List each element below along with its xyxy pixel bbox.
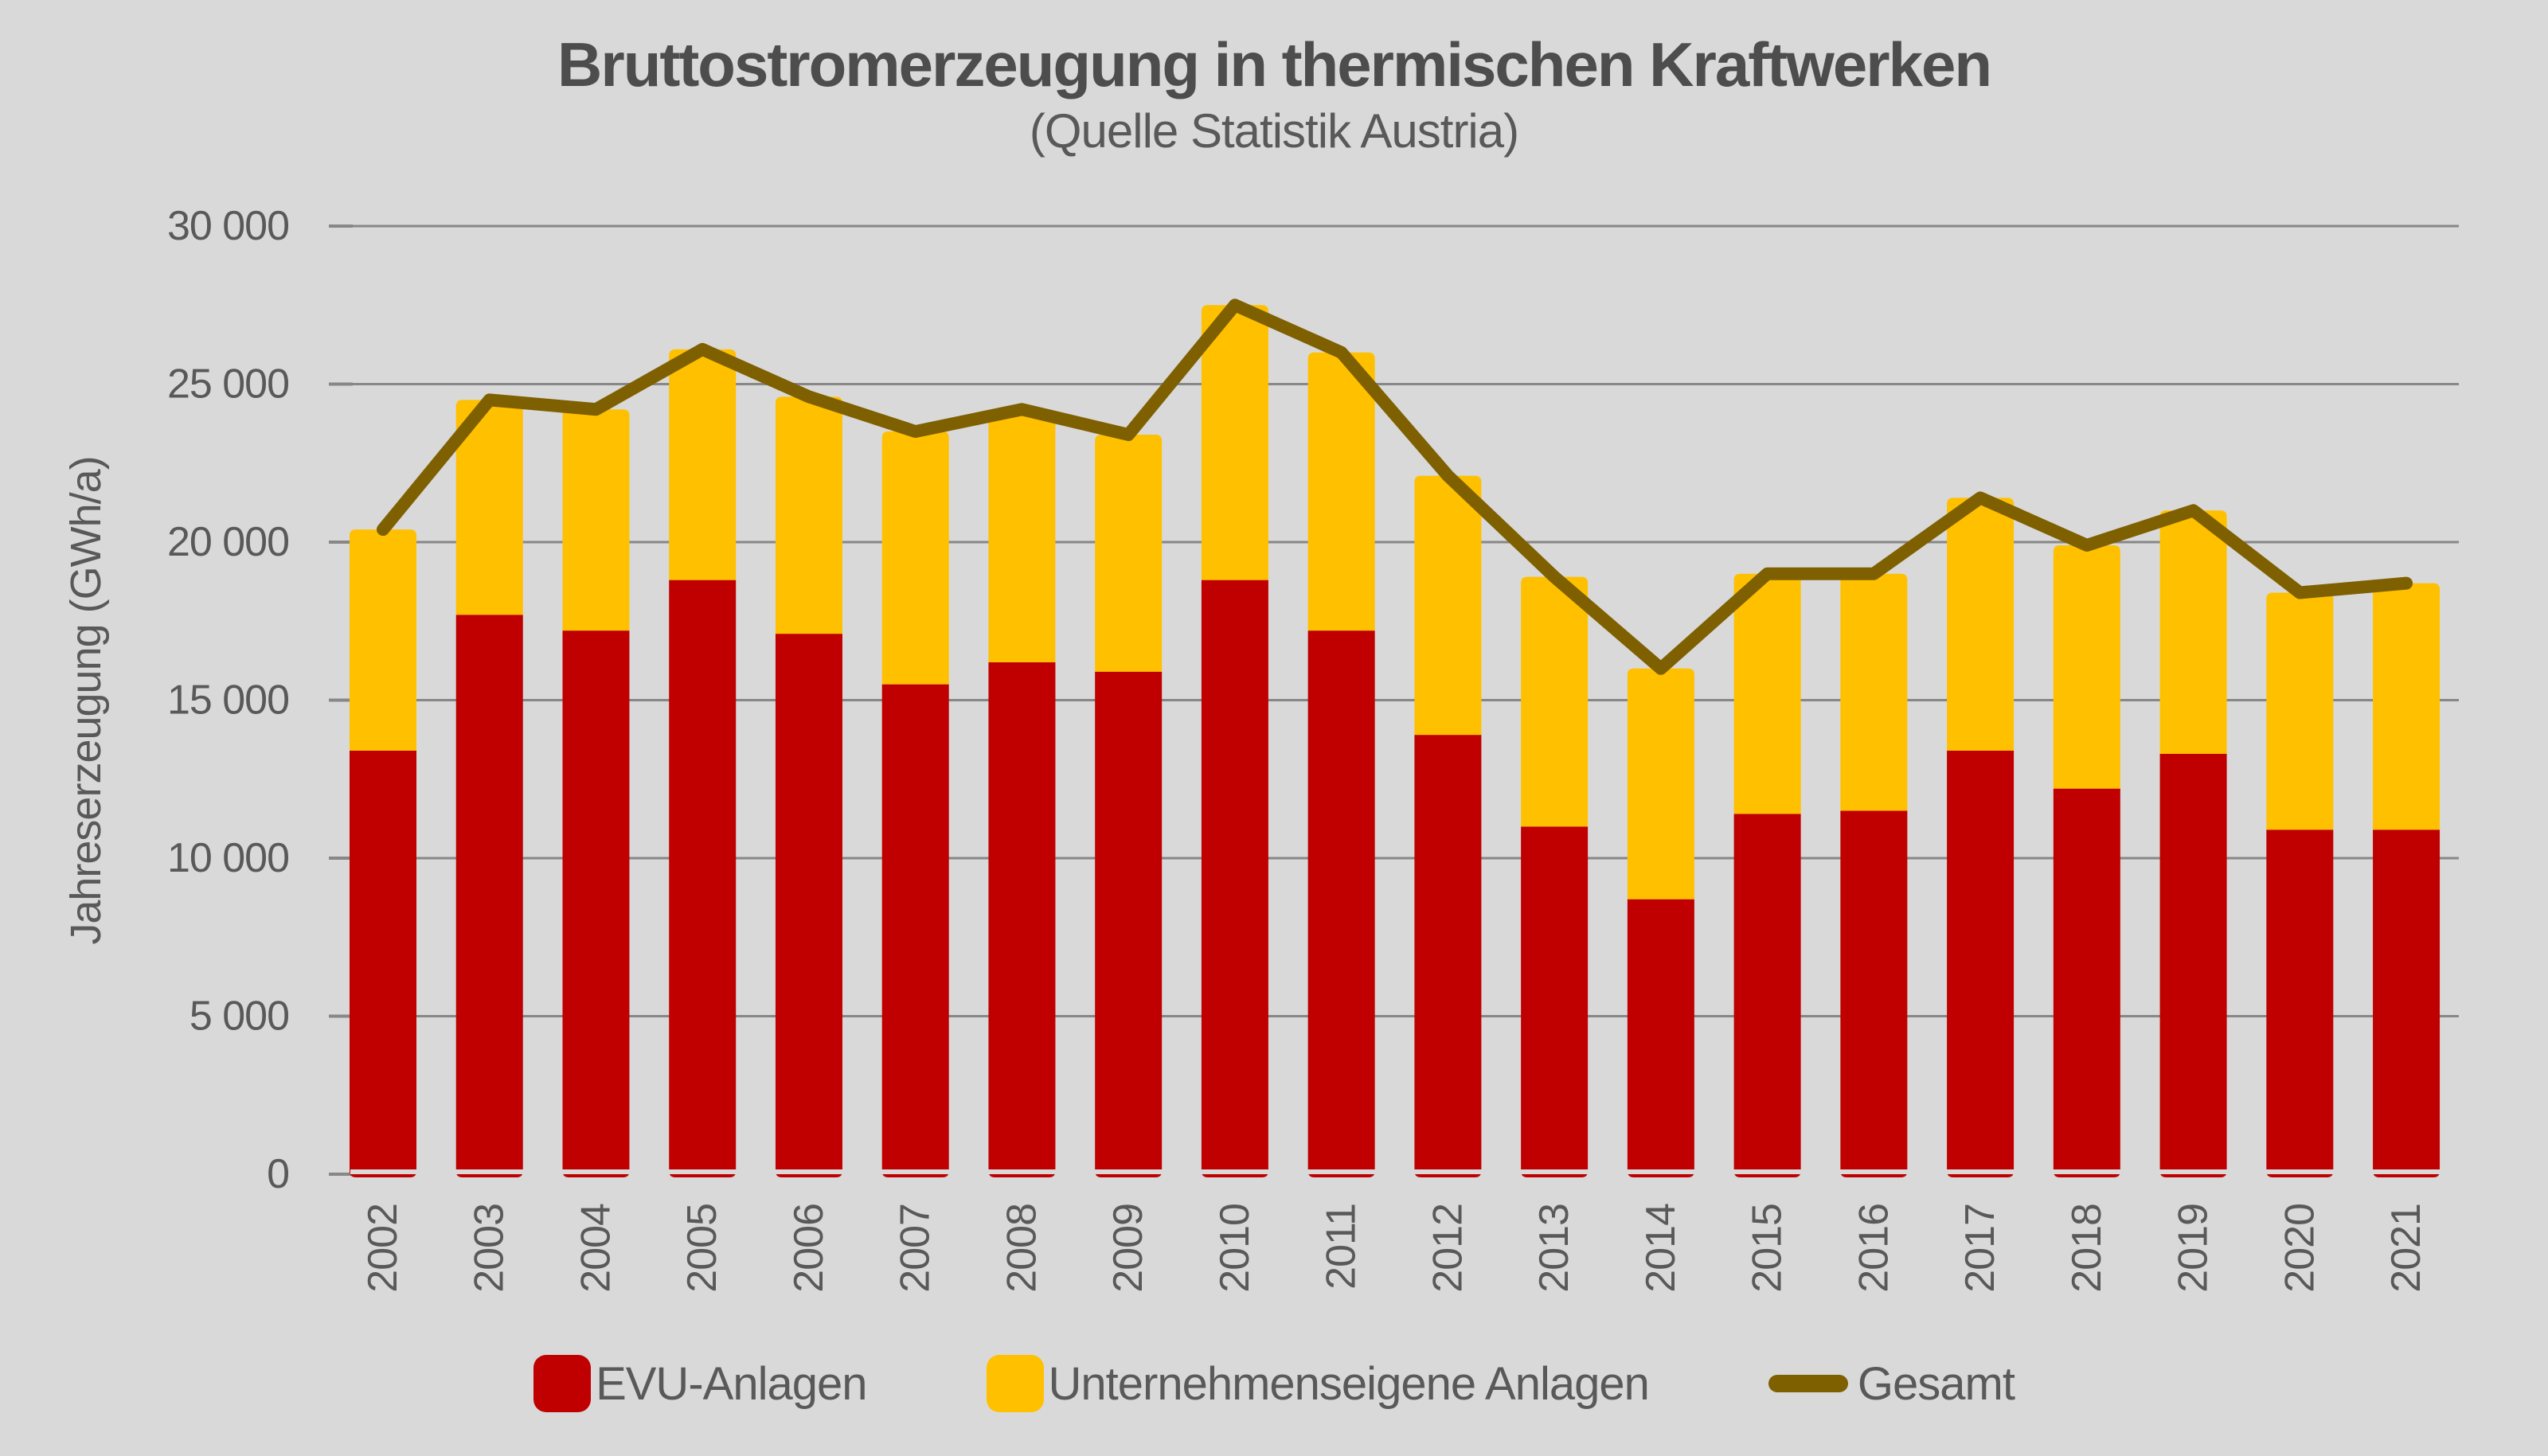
x-tick-label-2015: 2015 <box>1745 1204 1791 1293</box>
evu-swatch-icon <box>533 1355 592 1412</box>
x-tick-label-2006: 2006 <box>786 1204 832 1293</box>
eigene-bar-2003 <box>455 400 523 615</box>
eigene-bar-2006 <box>775 396 842 634</box>
x-tick-label-2021: 2021 <box>2383 1204 2429 1293</box>
x-tick-label-2008: 2008 <box>998 1204 1045 1293</box>
evu-bar-2009 <box>1095 671 1163 1177</box>
evu-bar-2003 <box>455 615 523 1177</box>
x-tick-label-2002: 2002 <box>360 1204 406 1293</box>
evu-bar-2005 <box>669 580 737 1177</box>
x-tick-label-2019: 2019 <box>2171 1204 2217 1293</box>
x-tick-label-2004: 2004 <box>573 1204 619 1293</box>
chart-title: Bruttostromerzeugung in thermischen Kraf… <box>557 29 1992 100</box>
x-tick-label-2017: 2017 <box>1957 1204 2003 1293</box>
evu-bar-2020 <box>2266 829 2334 1177</box>
y-tick-15000 <box>329 698 353 702</box>
eigene-bar-2010 <box>1201 305 1268 580</box>
eigene-bar-2007 <box>881 431 949 685</box>
legend-label-gesamt: Gesamt <box>1857 1357 2015 1410</box>
evu-bar-2019 <box>2159 753 2227 1177</box>
y-tick-20000 <box>329 541 353 544</box>
legend-item-eigene: Unternehmenseigene Anlagen <box>986 1355 1650 1412</box>
eigene-bar-2018 <box>2053 545 2120 789</box>
eigene-bar-2012 <box>1414 475 1482 736</box>
evu-bar-2014 <box>1627 899 1694 1177</box>
x-tick-label-2012: 2012 <box>1424 1204 1471 1293</box>
x-tick-label-2020: 2020 <box>2276 1204 2323 1293</box>
eigene-bar-2015 <box>1733 573 1801 814</box>
y-tick-0 <box>329 1173 353 1176</box>
eigene-bar-2004 <box>562 409 630 631</box>
evu-bar-2017 <box>1947 751 2015 1177</box>
x-tick-label-2014: 2014 <box>1638 1204 1684 1293</box>
eigene-bar-2009 <box>1095 435 1163 672</box>
eigene-bar-2020 <box>2266 592 2334 830</box>
gesamt-line <box>377 299 2413 675</box>
legend-label-eigene: Unternehmenseigene Anlagen <box>1048 1357 1650 1410</box>
evu-bar-2011 <box>1307 630 1375 1177</box>
y-tick-30000 <box>329 224 353 228</box>
x-tick-label-2009: 2009 <box>1105 1204 1151 1293</box>
eigene-bar-2011 <box>1307 352 1375 631</box>
chart-subtitle: (Quelle Statistik Austria) <box>1029 104 1519 158</box>
evu-bar-2007 <box>881 684 949 1177</box>
evu-bar-2016 <box>1840 810 1908 1177</box>
eigene-bar-2021 <box>2373 583 2441 830</box>
y-tick-10000 <box>329 857 353 860</box>
y-tick-25000 <box>329 382 353 386</box>
eigene-bar-2002 <box>350 529 416 751</box>
eigene-bar-2017 <box>1947 498 2015 751</box>
eigene-bar-2014 <box>1627 668 1694 900</box>
eigene-bar-2019 <box>2159 510 2227 754</box>
x-tick-label-2016: 2016 <box>1850 1204 1897 1293</box>
y-tick-label-5000: 5 000 <box>190 993 289 1040</box>
y-tick-label-15000: 15 000 <box>167 677 289 724</box>
x-tick-label-2003: 2003 <box>467 1204 513 1293</box>
eigene-bar-2005 <box>669 349 737 580</box>
y-tick-label-25000: 25 000 <box>167 361 289 408</box>
y-tick-5000 <box>329 1014 353 1018</box>
evu-bar-2008 <box>988 662 1056 1177</box>
gesamt-line-icon <box>1768 1375 1848 1392</box>
eigene-bar-2013 <box>1521 576 1589 827</box>
eigene-swatch-icon <box>986 1355 1044 1412</box>
x-tick-label-2010: 2010 <box>1212 1204 1258 1293</box>
evu-bar-2012 <box>1414 735 1482 1177</box>
y-tick-label-10000: 10 000 <box>167 835 289 881</box>
x-tick-label-2018: 2018 <box>2064 1204 2110 1293</box>
evu-bar-2013 <box>1521 826 1589 1177</box>
evu-bar-2002 <box>350 751 416 1177</box>
evu-bar-2018 <box>2053 788 2120 1177</box>
legend-item-gesamt: Gesamt <box>1768 1357 2015 1411</box>
evu-bar-2006 <box>775 634 842 1177</box>
eigene-bar-2016 <box>1840 573 1908 811</box>
x-tick-label-2011: 2011 <box>1319 1204 1365 1290</box>
eigene-bar-2008 <box>988 409 1056 662</box>
axis-baseline-strip <box>350 1169 2459 1174</box>
x-tick-label-2007: 2007 <box>893 1204 939 1293</box>
x-tick-label-2005: 2005 <box>679 1204 725 1293</box>
x-tick-label-2013: 2013 <box>1531 1204 1577 1293</box>
y-tick-label-0: 0 <box>267 1151 289 1197</box>
evu-bar-2004 <box>562 630 630 1177</box>
legend: EVU-Anlagen Unternehmenseigene Anlagen G… <box>0 1355 2548 1412</box>
y-tick-label-20000: 20 000 <box>167 519 289 565</box>
evu-bar-2015 <box>1733 814 1801 1177</box>
evu-bar-2021 <box>2373 829 2441 1177</box>
legend-item-evu: EVU-Anlagen <box>533 1355 868 1412</box>
y-tick-label-30000: 30 000 <box>167 203 289 249</box>
legend-label-evu: EVU-Anlagen <box>596 1357 867 1410</box>
evu-bar-2010 <box>1201 580 1268 1177</box>
